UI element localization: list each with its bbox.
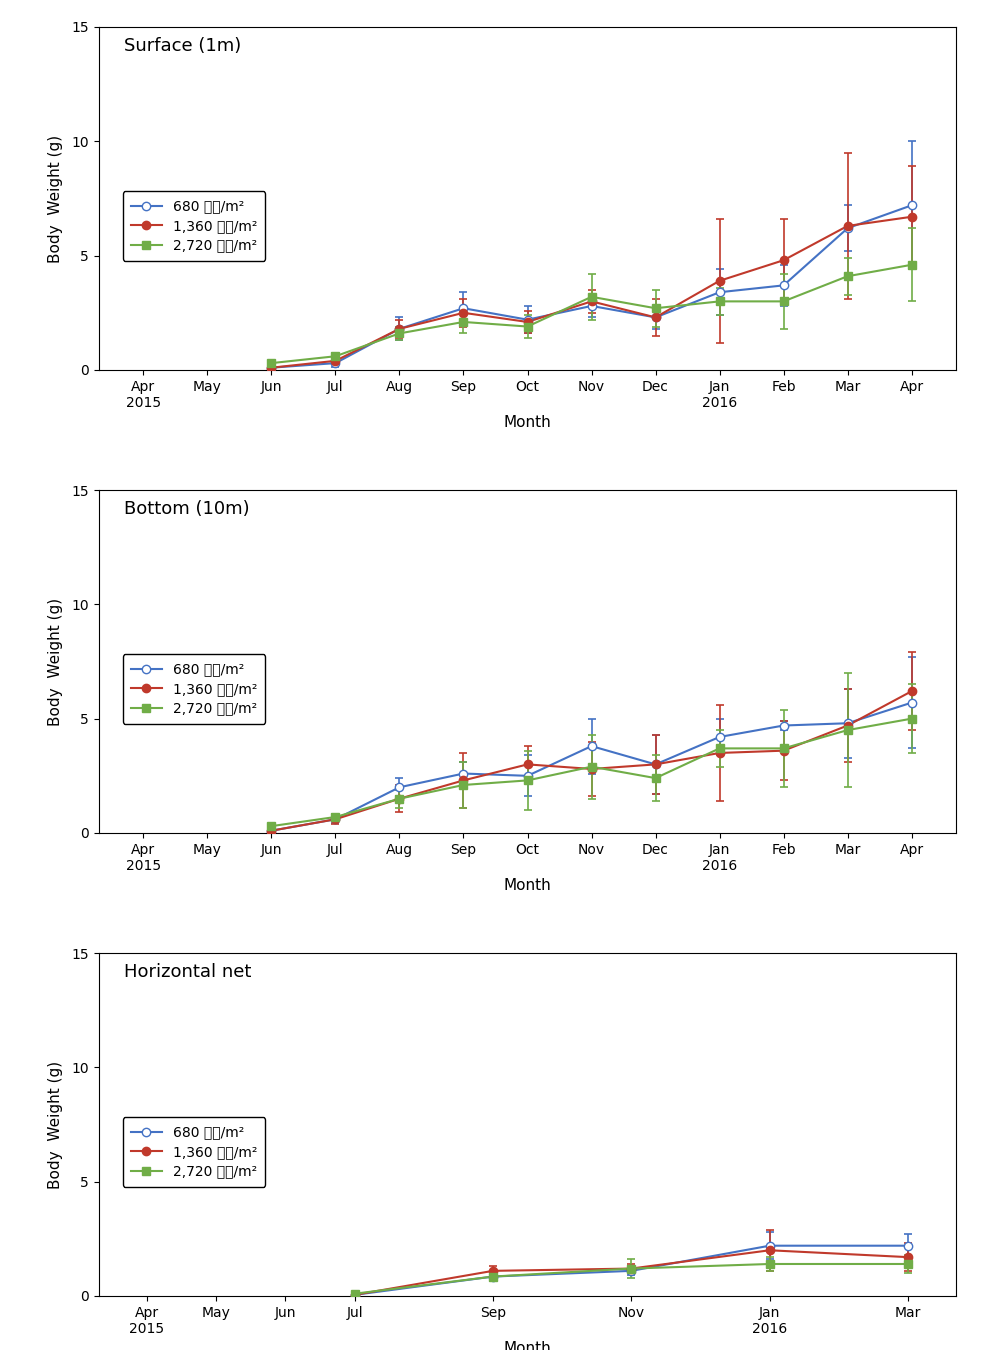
Text: Horizontal net: Horizontal net [124, 964, 251, 981]
Y-axis label: Body  Weight (g): Body Weight (g) [48, 598, 63, 725]
Text: Bottom (10m): Bottom (10m) [124, 501, 250, 518]
Legend: 680 개체/m², 1,360 개체/m², 2,720 개체/m²: 680 개체/m², 1,360 개체/m², 2,720 개체/m² [122, 653, 265, 724]
Text: Surface (1m): Surface (1m) [124, 38, 242, 55]
Legend: 680 개체/m², 1,360 개체/m², 2,720 개체/m²: 680 개체/m², 1,360 개체/m², 2,720 개체/m² [122, 192, 265, 261]
Y-axis label: Body  Weight (g): Body Weight (g) [48, 1061, 63, 1188]
X-axis label: Month: Month [504, 879, 551, 894]
X-axis label: Month: Month [504, 1342, 551, 1350]
X-axis label: Month: Month [504, 416, 551, 431]
Legend: 680 개체/m², 1,360 개체/m², 2,720 개체/m²: 680 개체/m², 1,360 개체/m², 2,720 개체/m² [122, 1116, 265, 1187]
Y-axis label: Body  Weight (g): Body Weight (g) [48, 135, 63, 262]
